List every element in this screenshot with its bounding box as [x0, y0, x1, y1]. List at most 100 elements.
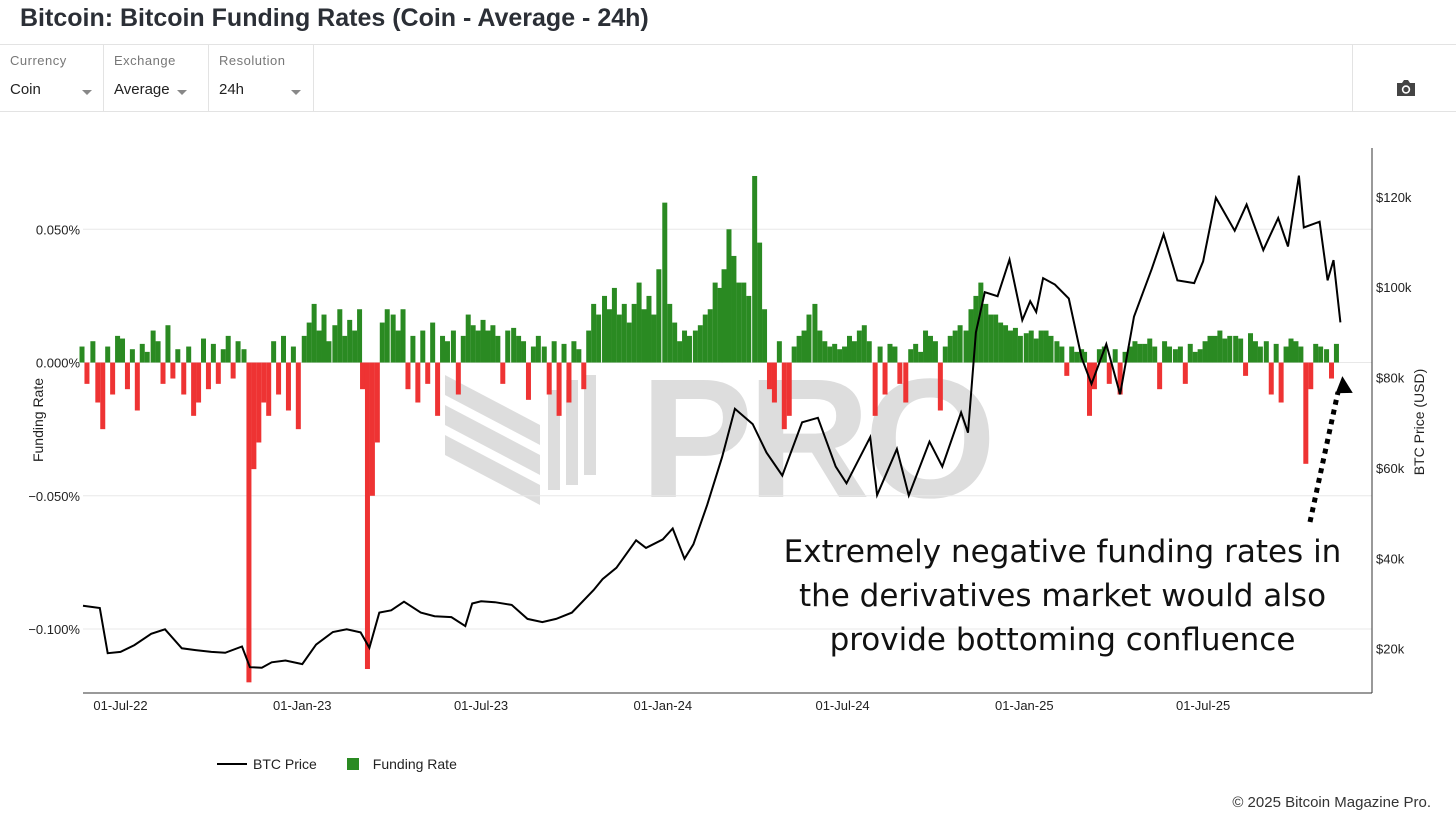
funding-rate-bar — [581, 362, 587, 390]
y-right-tick-label: $120k — [1376, 190, 1412, 205]
funding-rate-bar — [1233, 335, 1239, 363]
funding-rate-bar — [400, 309, 406, 363]
funding-rate-bar — [947, 335, 953, 363]
x-tick-label: 01-Jul-23 — [454, 698, 508, 713]
funding-rate-bar — [1064, 362, 1070, 376]
funding-rate-bar — [285, 362, 291, 411]
funding-rate-bar — [1303, 362, 1309, 464]
funding-rate-bar — [721, 269, 727, 363]
y-right-tick-label: $60k — [1376, 461, 1405, 476]
funding-rate-bar — [957, 325, 963, 363]
funding-rate-bar — [1227, 335, 1233, 363]
funding-rate-bar — [1324, 349, 1330, 363]
funding-rate-bar — [697, 325, 703, 363]
funding-rate-bar — [1142, 343, 1148, 363]
legend-funding-rate[interactable]: Funding Rate — [372, 756, 457, 772]
funding-rate-bar — [801, 330, 807, 363]
funding-rate-bar — [256, 362, 262, 443]
funding-rate-bar — [165, 325, 171, 363]
funding-rate-bar — [672, 322, 678, 363]
funding-rate-bar — [90, 341, 96, 363]
funding-rate-bar — [105, 346, 111, 363]
legend-btc-price[interactable]: BTC Price — [253, 756, 317, 772]
funding-rate-bar — [1263, 341, 1269, 363]
funding-rate-bar — [530, 346, 536, 363]
funding-rate-bar — [415, 362, 421, 403]
funding-rate-bar — [1028, 330, 1034, 363]
funding-rate-bar — [1074, 351, 1080, 363]
funding-rate-bar — [352, 330, 358, 363]
funding-rate-bar — [326, 341, 332, 363]
funding-rate-bar — [731, 255, 737, 363]
funding-rate-bar — [726, 229, 732, 363]
funding-rate-bar — [927, 335, 933, 363]
funding-rate-bar — [1288, 338, 1294, 363]
funding-rate-bar — [1268, 362, 1274, 395]
funding-rate-bar — [846, 335, 852, 363]
funding-rate-bar — [444, 341, 450, 363]
screenshot-button[interactable] — [1352, 45, 1456, 111]
funding-rate-bar — [525, 362, 531, 400]
funding-rate-bar — [79, 346, 85, 363]
funding-rate-bar — [225, 335, 231, 363]
funding-rate-bar — [998, 322, 1004, 363]
funding-rate-bar — [571, 341, 577, 363]
funding-rate-bar — [321, 314, 327, 363]
annotation-line: Extremely negative funding rates in — [783, 534, 1342, 570]
resolution-select[interactable]: Resolution 24h — [209, 45, 314, 111]
funding-rate-bar — [281, 335, 287, 363]
funding-rate-bar — [1007, 330, 1013, 363]
funding-rate-bar — [586, 330, 592, 363]
chevron-down-icon — [177, 90, 187, 95]
funding-rate-bar — [861, 325, 867, 363]
funding-rate-bar — [210, 343, 216, 363]
exchange-select[interactable]: Exchange Average — [104, 45, 209, 111]
btc-price-line — [82, 175, 1342, 669]
chart-legend: BTC Price Funding Rate — [217, 756, 457, 772]
legend-funding-swatch — [346, 758, 359, 770]
funding-rate-bar — [379, 322, 385, 363]
funding-rate-bar — [374, 362, 380, 443]
camera-icon — [1397, 80, 1415, 96]
funding-rate-bar — [776, 341, 782, 363]
funding-rate-bar — [84, 362, 90, 384]
funding-rate-bar — [1082, 351, 1088, 363]
funding-rate-bar — [440, 335, 446, 363]
funding-rate-bar — [596, 314, 602, 363]
funding-rate-bar — [757, 242, 763, 363]
funding-rate-bar — [616, 314, 622, 363]
funding-rate-bar — [1177, 346, 1183, 363]
funding-rate-bar — [186, 346, 192, 363]
funding-rate-bar — [410, 335, 416, 363]
funding-rate-bar — [475, 330, 481, 363]
funding-rate-bar — [1257, 346, 1263, 363]
y-right-tick-label: $20k — [1376, 642, 1405, 657]
funding-rate-bar — [817, 330, 823, 363]
currency-label: Currency — [10, 53, 67, 68]
funding-rate-bar — [1182, 362, 1188, 384]
funding-rate-bar — [702, 314, 708, 363]
currency-select[interactable]: Currency Coin — [0, 45, 104, 111]
funding-rate-bar — [882, 362, 888, 395]
funding-rate-bar — [611, 287, 617, 363]
funding-rate-bar — [1069, 346, 1075, 363]
watermark-logo: PRO — [445, 344, 996, 534]
y-right-tick-label: $40k — [1376, 551, 1405, 566]
funding-rate-bar — [521, 341, 527, 363]
y-left-tick-label: 0.050% — [36, 222, 81, 237]
funding-rate-bar — [100, 362, 106, 430]
funding-rate-bar — [435, 362, 441, 416]
funding-rate-bar — [606, 309, 612, 363]
funding-rate-bar — [892, 346, 898, 363]
funding-rate-bar — [968, 309, 974, 363]
funding-rate-bar — [856, 330, 862, 363]
annotation-text: Extremely negative funding rates in the … — [770, 530, 1355, 662]
funding-rate-bar — [405, 362, 411, 390]
y-left-tick-label: 0.000% — [36, 356, 81, 371]
funding-rate-bar — [230, 362, 236, 379]
funding-rate-bar — [786, 362, 792, 416]
funding-rate-bar — [191, 362, 197, 416]
legend-price-swatch — [217, 763, 247, 765]
funding-rate-bar — [546, 362, 552, 395]
